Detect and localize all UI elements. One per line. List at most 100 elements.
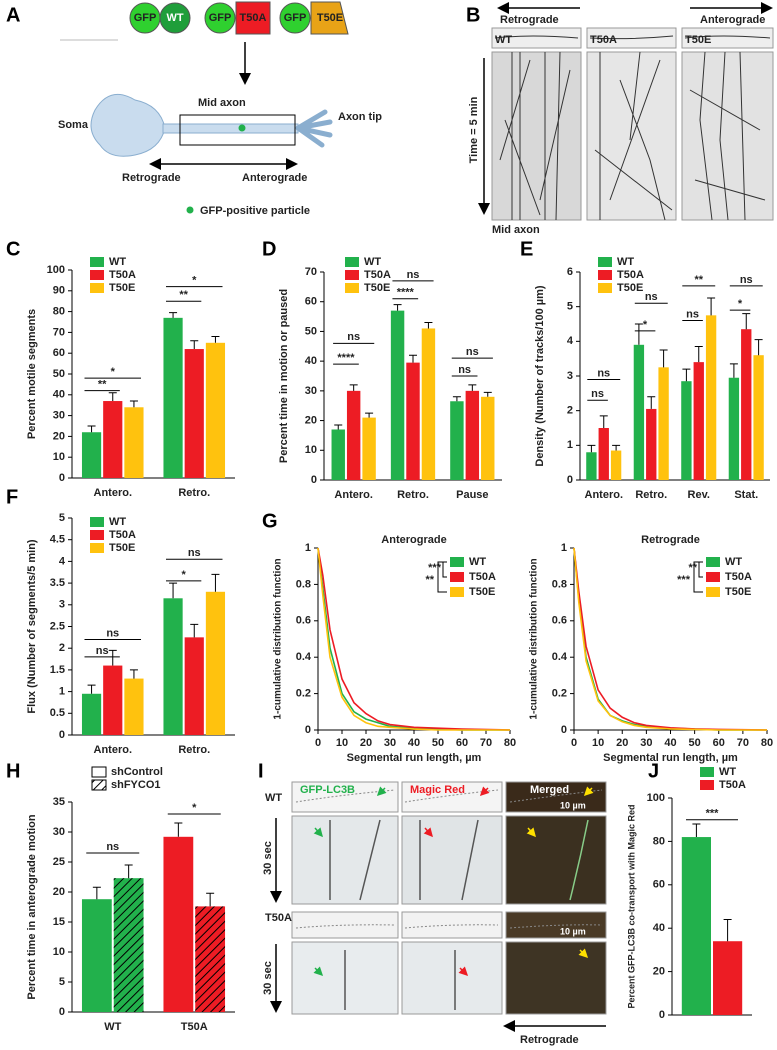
image-frames [291, 781, 607, 1015]
significance-label: ** [688, 562, 697, 574]
x-tick-label: 20 [360, 737, 372, 749]
legend-swatch [706, 587, 720, 597]
y-tick-label: 30 [53, 410, 65, 422]
bar [728, 377, 740, 480]
x-tick-label: 20 [616, 737, 628, 749]
bar [681, 837, 711, 1015]
line [573, 547, 767, 731]
bar [681, 381, 692, 480]
significance-label: ** [98, 379, 107, 391]
legend-swatch [90, 530, 104, 540]
error-bar [409, 354, 417, 363]
y-tick-label: 3.5 [50, 577, 65, 589]
y-tick-label: 0 [59, 1006, 65, 1018]
bar [103, 665, 123, 735]
error-bar [169, 582, 178, 599]
label: Anterograde [700, 14, 765, 26]
bar [81, 693, 102, 735]
legend-swatch [700, 780, 714, 790]
error-bar [468, 384, 477, 391]
gfp-circle [204, 2, 236, 34]
y-tick-label: 0.5 [50, 707, 65, 719]
bar [205, 591, 226, 735]
y-axis-label: Percent GFP-LC3B co-transport with Magic… [626, 804, 636, 1008]
line [317, 547, 511, 731]
time-label: 30 sec [262, 961, 274, 995]
significance-label: ns [591, 388, 604, 400]
error-bar [174, 822, 183, 837]
error-bar [211, 336, 220, 343]
y-tick-label: 0.4 [296, 651, 312, 663]
significance-label: *** [677, 574, 691, 586]
legend-swatch [345, 270, 359, 280]
x-tick-label: Retro. [178, 487, 210, 499]
legend-swatch [90, 270, 104, 280]
y-tick-label: 80 [53, 306, 65, 318]
bar [390, 310, 405, 480]
error-bar [206, 892, 215, 907]
kymo-tracks [329, 819, 589, 1010]
y-tick-label: 0.4 [552, 651, 568, 663]
error-bar [108, 649, 117, 666]
significance-bracket [437, 561, 447, 593]
y-tick-label: 0.6 [552, 615, 567, 627]
bar [103, 401, 123, 478]
legend-label: WT [719, 766, 736, 778]
y-tick-label: 2 [567, 405, 573, 417]
significance-label: ** [425, 574, 434, 586]
error-bar [169, 312, 178, 318]
y-tick-label: 6 [567, 266, 573, 278]
bar [331, 429, 345, 480]
channel-label: GFP-LC3B [300, 784, 355, 796]
images-i: WT GFP-LC3B Magic Red Merged 10 µm 30 se… [262, 781, 607, 1046]
x-tick-label: 10 [336, 737, 348, 749]
scale-label: 10 µm [560, 926, 586, 936]
bar [481, 396, 495, 480]
legend-swatch [450, 557, 464, 567]
y-tick-label: 0 [59, 472, 65, 484]
legend-label: T50A [617, 269, 644, 281]
panel-label: D [262, 238, 276, 260]
legend-swatch [90, 517, 104, 527]
panel-label: B [466, 4, 480, 26]
y-axis-label: 1-cumulative distribution function [273, 558, 284, 719]
x-tick-label: 50 [689, 737, 701, 749]
significance-label: ns [597, 367, 610, 379]
legend-label: WT [725, 556, 742, 568]
construct-tag: GFP [284, 12, 307, 24]
condition-label: T50E [685, 34, 711, 46]
y-tick-label: 5 [567, 301, 573, 313]
panel-label: I [258, 760, 264, 782]
legend-label: shControl [111, 766, 163, 778]
y-tick-label: 70 [53, 326, 65, 338]
x-tick-label: 0 [571, 737, 577, 749]
y-tick-label: 5 [59, 976, 65, 988]
scale-label: 10 µm [560, 800, 586, 810]
legend-label: GFP-positive particle [200, 205, 310, 217]
y-tick-label: 1 [567, 439, 573, 451]
error-bar [92, 886, 101, 900]
y-tick-label: 1.5 [50, 664, 65, 676]
significance-bracket [442, 561, 447, 578]
legend-swatch [90, 257, 104, 267]
y-tick-label: 30 [53, 826, 65, 838]
y-tick-label: 20 [53, 430, 65, 442]
kymo-images [491, 27, 774, 221]
significance-label: ** [694, 274, 703, 286]
error-bar [723, 919, 732, 942]
label: Retrograde [122, 172, 181, 184]
error-bar [599, 415, 608, 428]
legend-swatch [706, 572, 720, 582]
axon-tip [295, 109, 333, 148]
error-bar [612, 444, 621, 451]
y-tick-label: 40 [53, 389, 65, 401]
error-bar [129, 400, 138, 408]
significance-label: * [111, 366, 116, 378]
t50a-box [235, 1, 271, 35]
panel-label: H [6, 760, 20, 782]
y-tick-label: 40 [305, 355, 317, 367]
legend-swatch [90, 283, 104, 293]
legend-label: WT [617, 256, 634, 268]
x-tick-label: WT [104, 1021, 121, 1033]
